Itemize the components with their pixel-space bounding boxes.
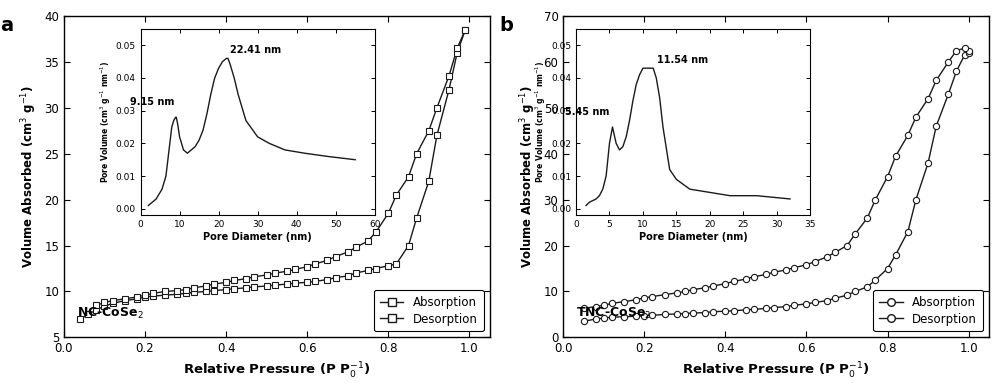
Text: b: b [499, 16, 513, 35]
Legend: Absorption, Desorption: Absorption, Desorption [873, 290, 983, 332]
X-axis label: Relative Pressure (P P$_0^{-1}$): Relative Pressure (P P$_0^{-1}$) [183, 361, 371, 381]
Text: NC-CoSe$_2$: NC-CoSe$_2$ [77, 306, 144, 321]
Y-axis label: Volume Absorbed (cm$^3$ g$^{-1}$): Volume Absorbed (cm$^3$ g$^{-1}$) [19, 85, 39, 268]
Y-axis label: Volume Absorbed (cm$^3$ g$^{-1}$): Volume Absorbed (cm$^3$ g$^{-1}$) [518, 85, 538, 268]
X-axis label: Relative Pressure (P P$_0^{-1}$): Relative Pressure (P P$_0^{-1}$) [682, 361, 870, 381]
Legend: Absorption, Desorption: Absorption, Desorption [374, 290, 484, 332]
Text: TNC-CoSe$_2$: TNC-CoSe$_2$ [576, 306, 651, 321]
Text: a: a [0, 16, 13, 35]
